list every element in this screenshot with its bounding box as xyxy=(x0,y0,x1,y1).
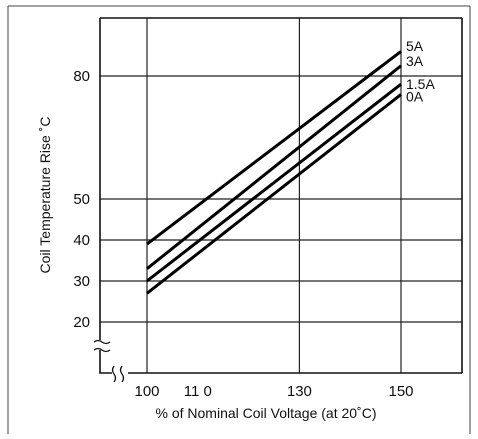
series-label-3a: 3A xyxy=(406,53,424,69)
series-line-1-5a xyxy=(146,83,402,283)
series-layer xyxy=(146,50,402,295)
x-axis-break-mark-left xyxy=(111,365,117,383)
x-axis-label: % of Nominal Coil Voltage (at 20˚C) xyxy=(156,405,377,421)
x-tick-label: 150 xyxy=(388,383,413,400)
y-axis-break-mark-lower xyxy=(93,347,111,353)
series-label-1-5a: 1.5A xyxy=(406,76,435,92)
y-tick-label: 40 xyxy=(73,232,90,249)
plot-frame xyxy=(93,17,463,383)
y-tick-label: 30 xyxy=(73,273,90,290)
y-tick-label: 80 xyxy=(73,68,90,85)
x-axis-break-mark-right xyxy=(119,365,125,383)
x-tick-label: 130 xyxy=(287,383,312,400)
axis-corner xyxy=(99,350,112,374)
x-tick-label: 11 0 xyxy=(184,383,212,400)
y-tick-label: 20 xyxy=(73,314,90,331)
series-line-5a xyxy=(146,50,402,246)
series-line-3a xyxy=(146,64,402,270)
y-tick-label: 50 xyxy=(73,191,90,208)
y-axis-label: Coil Temperature Rise ˚C xyxy=(37,117,53,274)
series-label-0a: 0A xyxy=(406,89,424,105)
series-label-5a: 5A xyxy=(406,38,424,54)
x-tick-label: 100 xyxy=(134,383,159,400)
tick-label-layer: 100 11 0 130 150 20 30 40 80 50 xyxy=(73,68,413,400)
series-line-0a xyxy=(146,93,402,295)
y-axis-break-mark-upper xyxy=(93,339,111,345)
